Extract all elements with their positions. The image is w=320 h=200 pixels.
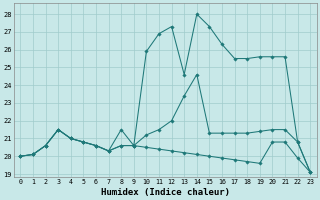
X-axis label: Humidex (Indice chaleur): Humidex (Indice chaleur) <box>101 188 230 197</box>
